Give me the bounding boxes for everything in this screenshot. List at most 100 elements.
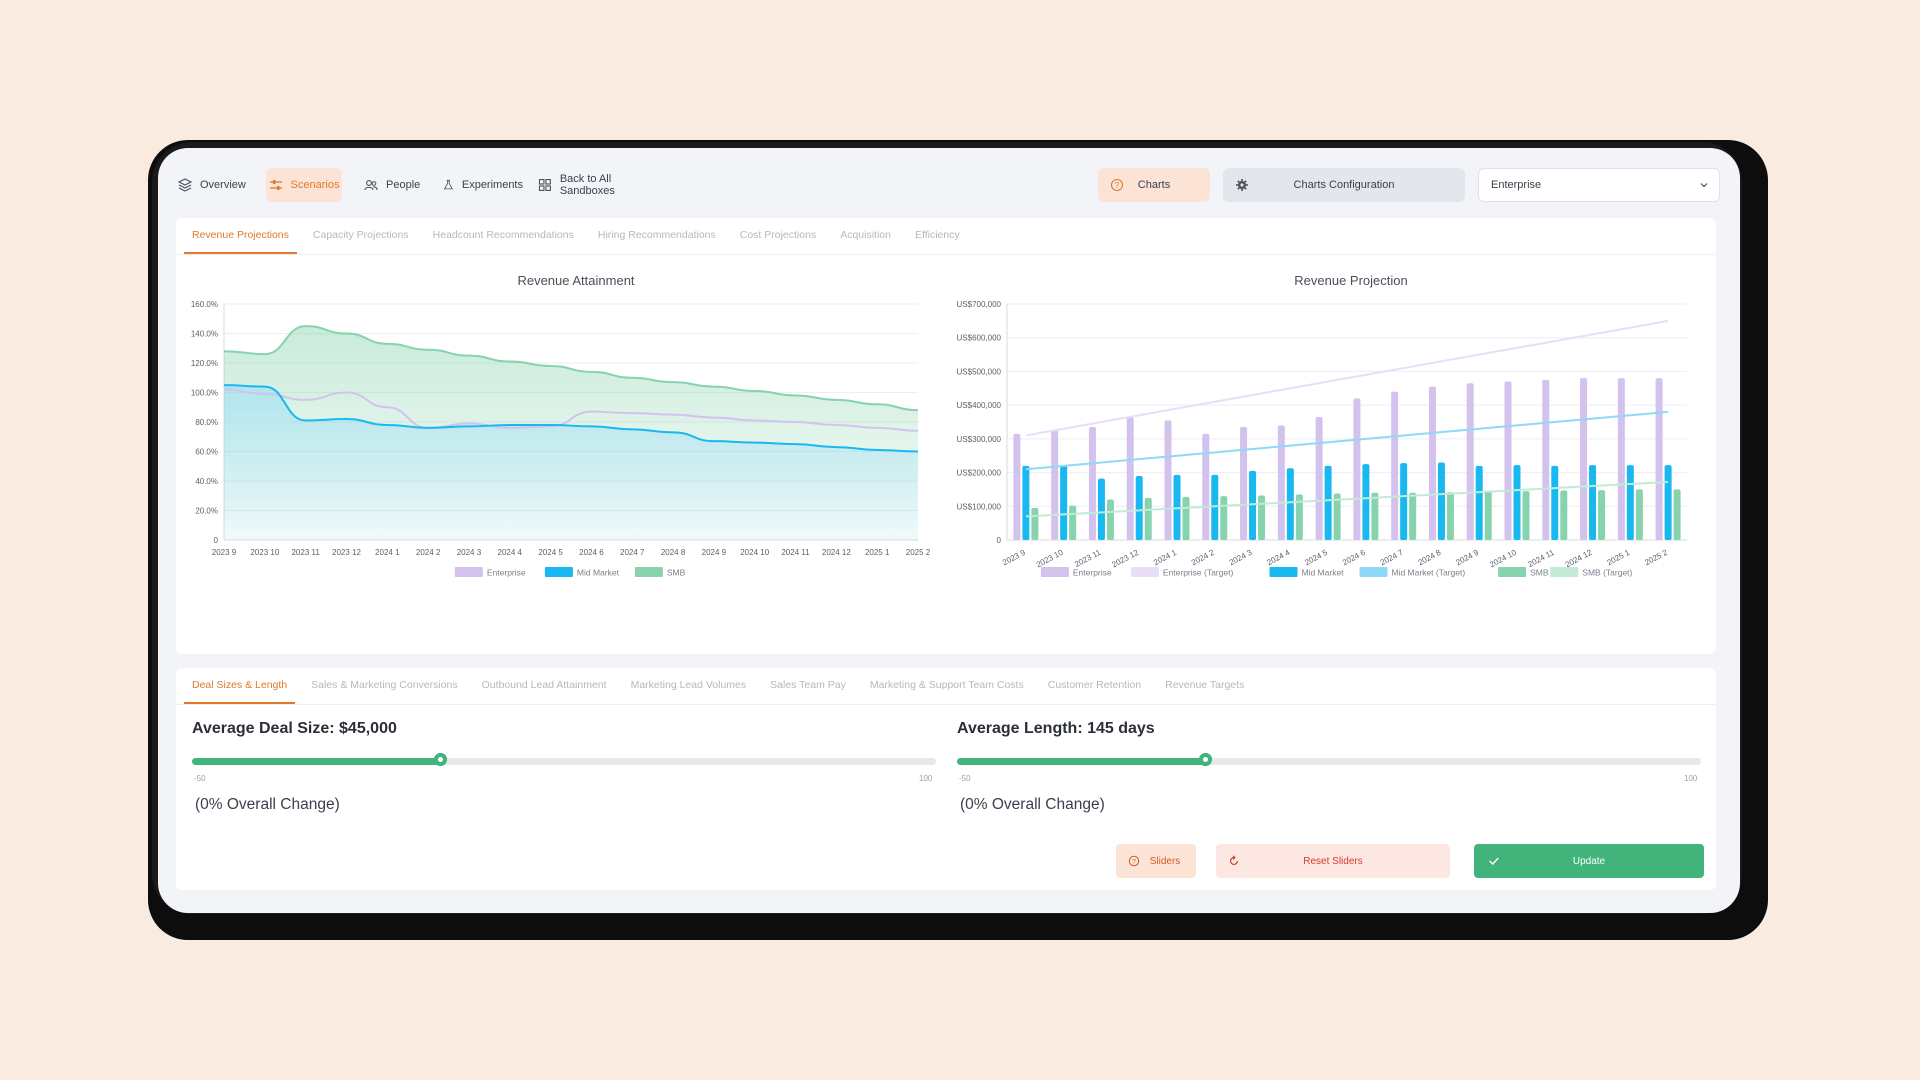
y-tick-label: 160.0% (191, 300, 218, 309)
deal-size-slider[interactable] (192, 753, 936, 766)
charts-button[interactable]: ? Charts (1098, 168, 1210, 202)
tab-sales-team-pay[interactable]: Sales Team Pay (770, 679, 846, 691)
sliders-button-label: Sliders (1149, 855, 1181, 867)
segment-select[interactable]: Enterprise (1478, 168, 1720, 202)
average-length-title: Average Length: 145 days (957, 720, 1155, 737)
bar-enterprise (1466, 383, 1474, 540)
bar-smb (1258, 495, 1266, 540)
chevron-down-icon (1700, 183, 1708, 188)
tab-deal-sizes-length[interactable]: Deal Sizes & Length (184, 668, 296, 704)
tab-outbound-lead-attainment[interactable]: Outbound Lead Attainment (481, 679, 607, 691)
tab-marketing-lead-volumes[interactable]: Marketing Lead Volumes (630, 679, 747, 691)
bar-smb (1635, 489, 1643, 540)
average-length-slider[interactable] (957, 753, 1701, 766)
tab-marketing-support-team-costs[interactable]: Marketing & Support Team Costs (869, 679, 1024, 691)
tab-headcount-recommendations[interactable]: Headcount Recommendations (432, 229, 574, 241)
bar-mid-market (1437, 462, 1445, 540)
tab-efficiency[interactable]: Efficiency (914, 229, 960, 241)
bar-mid-market (1400, 463, 1408, 540)
y-tick-label: 60.0% (195, 448, 218, 457)
legend-swatch (1269, 567, 1298, 577)
x-tick-label: 2023 9 (212, 548, 237, 557)
nav-people[interactable]: People (364, 168, 424, 202)
bar-smb (1522, 491, 1530, 540)
top-tab-bar: Revenue Projections Capacity Projections… (184, 218, 976, 254)
bar-smb (1069, 505, 1077, 540)
tab-cost-projections[interactable]: Cost Projections (739, 229, 817, 241)
x-tick-label: 2023 12 (332, 548, 361, 557)
average-length-slider-handle[interactable] (1199, 753, 1213, 766)
deal-size-slider-handle[interactable] (434, 753, 448, 766)
bar-enterprise (1391, 391, 1399, 540)
tab-customer-retention[interactable]: Customer Retention (1047, 679, 1142, 691)
tab-revenue-targets[interactable]: Revenue Targets (1165, 679, 1245, 691)
legend-swatch (454, 567, 483, 577)
revenue-projection-chart: 0 US$100,000 US$200,000 US$300,000 US$400,00… (957, 300, 1687, 578)
bar-enterprise (1617, 378, 1625, 540)
bar-smb (1446, 492, 1454, 540)
legend-swatch (1130, 567, 1159, 577)
tab-divider (176, 254, 1716, 255)
charts-configuration-button[interactable]: Charts Configuration (1223, 168, 1465, 202)
tab-hiring-recommendations[interactable]: Hiring Recommendations (597, 229, 716, 241)
bar-mid-market (1022, 465, 1030, 540)
nav-overview-label: Overview (200, 179, 246, 191)
series-line-mid-market (223, 384, 919, 453)
nav-back-label: Back to All Sandboxes (559, 173, 615, 197)
x-tick-label: 2025 1 (1605, 548, 1631, 568)
reset-sliders-button[interactable]: Reset Sliders (1216, 844, 1450, 878)
bar-smb (1220, 496, 1228, 540)
bar-mid-market (1362, 464, 1370, 540)
update-button[interactable]: Update (1474, 844, 1704, 878)
tab-acquisition[interactable]: Acquisition (840, 229, 891, 241)
y-tick-label: US$300,000 (957, 435, 1002, 444)
nav-back-to-sandboxes[interactable]: Back to All Sandboxes (538, 168, 668, 202)
x-tick-label: 2023 11 (1073, 548, 1103, 570)
bar-enterprise (1542, 379, 1550, 540)
y-tick-label: 40.0% (195, 477, 218, 486)
nav-experiments[interactable]: Experiments (443, 168, 523, 202)
legend-item: Mid Market (544, 567, 620, 578)
bar-smb (1031, 507, 1039, 540)
y-tick-label: 80.0% (195, 418, 218, 427)
nav-scenarios[interactable]: Scenarios (266, 168, 342, 202)
x-tick-label: 2024 3 (457, 548, 482, 557)
target-line-enterprise-target- (1025, 319, 1669, 437)
nav-overview[interactable]: Overview (178, 168, 250, 202)
legend-label: SMB (667, 568, 686, 578)
x-tick-label: 2024 6 (579, 548, 604, 557)
nav-scenarios-label: Scenarios (290, 179, 340, 191)
deal-size-change: (0% Overall Change) (195, 796, 340, 813)
bar-smb (1106, 499, 1114, 540)
legend-swatch (1040, 567, 1069, 577)
deal-size-title: Average Deal Size: $45,000 (192, 720, 397, 737)
nav-experiments-label: Experiments (461, 179, 523, 191)
segment-select-value: Enterprise (1491, 179, 1542, 191)
bar-mid-market (1626, 465, 1634, 540)
bar-enterprise (1164, 420, 1172, 540)
x-tick-label: 2024 6 (1341, 548, 1367, 568)
legend-label: SMB (1530, 568, 1549, 578)
tab-capacity-projections[interactable]: Capacity Projections (312, 229, 409, 241)
y-tick-label: US$400,000 (957, 401, 1002, 410)
deal-size-max: 100 (919, 774, 933, 783)
tab-sales-marketing-conversions[interactable]: Sales & Marketing Conversions (311, 679, 458, 691)
tab-revenue-projections[interactable]: Revenue Projections (184, 218, 297, 254)
y-tick-label: US$700,000 (957, 300, 1002, 309)
x-tick-label: 2025 2 (1643, 548, 1669, 568)
app-screen: Overview Scenarios People Experiments Ba… (158, 148, 1740, 913)
bar-smb (1144, 497, 1152, 540)
legend-item: SMB (Target) (1550, 567, 1633, 578)
sliders-button[interactable]: ? Sliders (1116, 844, 1196, 878)
bar-mid-market (1135, 475, 1143, 540)
charts-configuration-label: Charts Configuration (1293, 179, 1395, 191)
scenario-sliders-panel: Deal Sizes & Length Sales & Marketing Co… (176, 668, 1716, 890)
series-area-mid-market (224, 385, 918, 540)
gear-icon (1236, 179, 1248, 191)
x-tick-label: 2024 5 (1303, 548, 1329, 568)
bar-mid-market (1551, 465, 1559, 540)
grid-icon (538, 179, 551, 191)
bar-mid-market (1060, 465, 1068, 540)
average-length-change: (0% Overall Change) (960, 796, 1105, 813)
bar-smb (1409, 492, 1417, 540)
